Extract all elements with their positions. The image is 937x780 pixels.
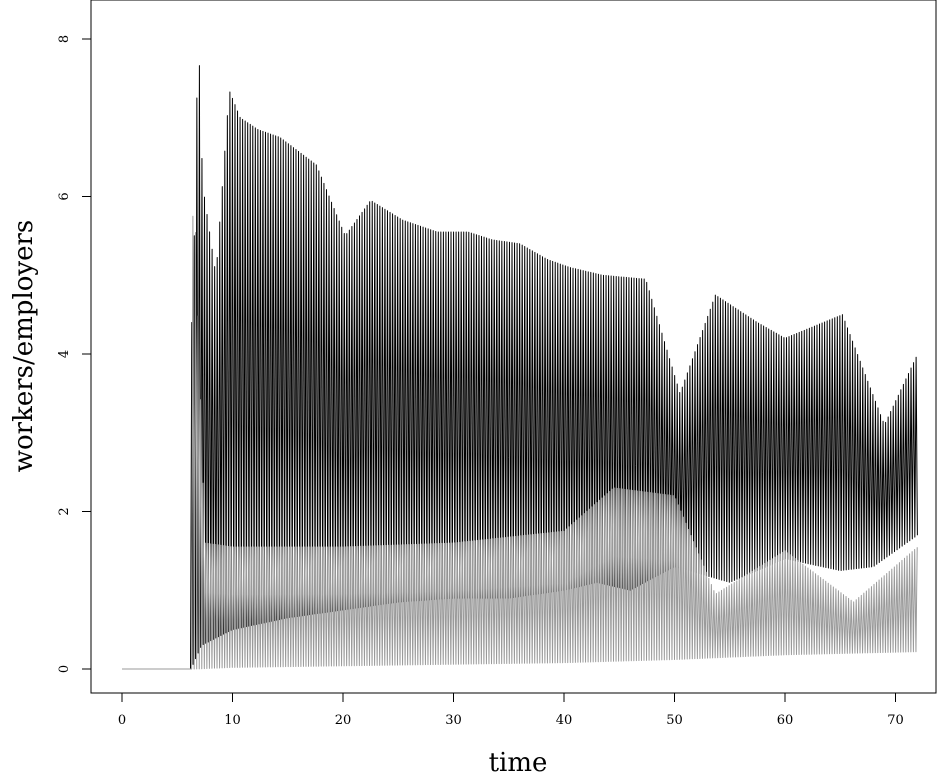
- y-tick-label: 2: [57, 507, 72, 515]
- y-tick-label: 8: [57, 35, 72, 43]
- x-tick-label: 30: [445, 713, 462, 728]
- series-line-1: [122, 65, 918, 670]
- y-tick-label: 0: [57, 665, 72, 673]
- x-axis-title: time: [489, 748, 548, 778]
- y-axis-title: workers/employers: [9, 220, 39, 473]
- y-tick-label: 4: [57, 350, 72, 358]
- x-tick-label: 60: [777, 713, 794, 728]
- x-tick-label: 50: [666, 713, 683, 728]
- y-tick-label: 6: [57, 192, 72, 200]
- x-tick-label: 10: [224, 713, 241, 728]
- x-tick-label: 70: [887, 713, 904, 728]
- axes: 0 10 20 30 40 50 60 70 0 2 4 6 8: [57, 35, 904, 728]
- series-line-2: [122, 215, 918, 670]
- series-lines: [122, 65, 918, 670]
- x-tick-label: 0: [118, 713, 126, 728]
- x-tick-label: 40: [556, 713, 573, 728]
- x-tick-label: 20: [335, 713, 352, 728]
